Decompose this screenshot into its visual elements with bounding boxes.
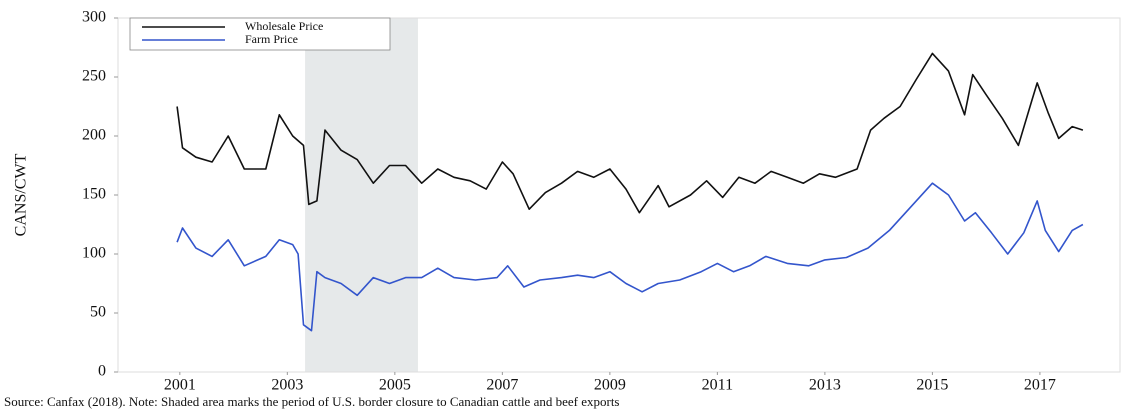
source-note: Source: Canfax (2018). Note: Shaded area… [4, 394, 620, 409]
y-axis-label: CANS/CWT [13, 153, 30, 236]
x-tick-label: 2013 [809, 377, 841, 394]
y-tick-label: 250 [82, 68, 106, 85]
x-tick-label: 2017 [1024, 377, 1056, 394]
legend-label: Farm Price [245, 32, 298, 46]
shaded-period [305, 18, 418, 372]
series-line [176, 182, 1084, 332]
x-tick-label: 2005 [379, 377, 411, 394]
x-tick-label: 2007 [486, 377, 518, 394]
x-tick-label: 2001 [164, 377, 196, 394]
x-tick-label: 2015 [916, 377, 948, 394]
legend-label: Wholesale Price [245, 19, 323, 33]
y-tick-label: 200 [82, 127, 106, 144]
x-tick-label: 2003 [271, 377, 303, 394]
x-tick-label: 2009 [594, 377, 626, 394]
series-line [176, 52, 1084, 214]
legend-box [129, 17, 391, 51]
plot-frame [117, 17, 1121, 373]
y-tick-label: 0 [98, 363, 106, 380]
y-tick-label: 150 [82, 186, 106, 203]
y-tick-label: 100 [82, 245, 106, 262]
x-tick-label: 2011 [702, 377, 733, 394]
y-tick-label: 50 [90, 304, 106, 321]
y-tick-label: 300 [82, 9, 106, 26]
